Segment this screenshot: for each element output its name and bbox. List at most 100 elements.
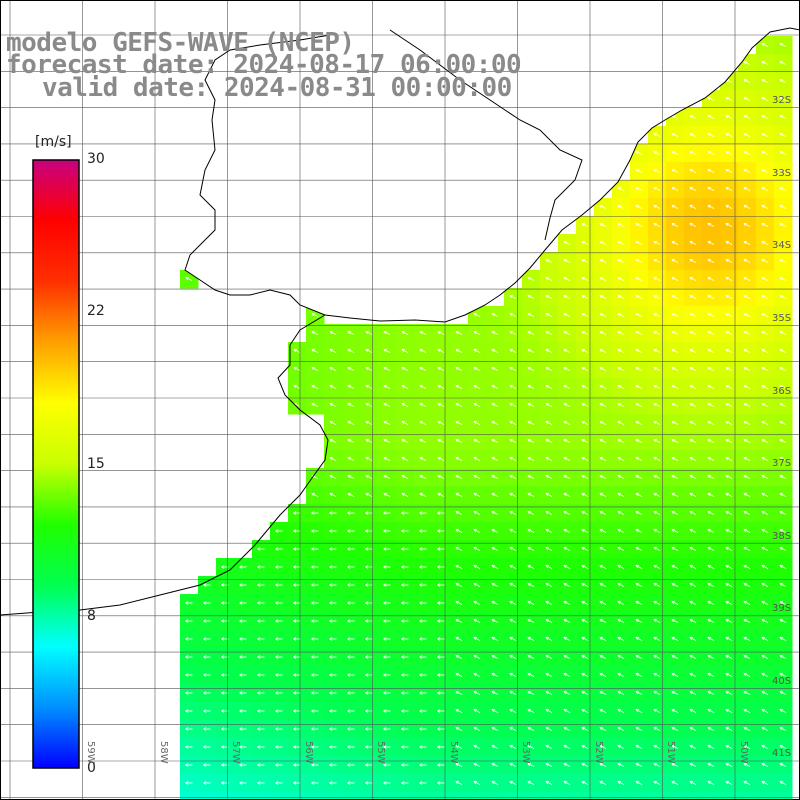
- wind-arrow: [743, 600, 751, 605]
- wind-arrow: [779, 168, 787, 173]
- wind-arrow: [761, 420, 769, 425]
- wind-arrow: [653, 366, 661, 371]
- wind-arrow: [635, 618, 643, 623]
- wind-arrow: [473, 708, 481, 713]
- colorbar: [32, 159, 80, 769]
- wind-arrow: [239, 583, 247, 587]
- wind-arrow: [437, 655, 445, 659]
- wind-arrow: [545, 672, 553, 677]
- wind-speed-cell: [540, 792, 559, 800]
- wind-arrow: [653, 168, 661, 173]
- wind-speed-cell: [720, 792, 739, 800]
- wind-arrow: [581, 708, 589, 713]
- wind-arrow: [689, 420, 697, 425]
- wind-arrow: [491, 312, 499, 317]
- wind-arrow: [725, 474, 733, 479]
- wind-arrow: [437, 384, 445, 389]
- wind-arrow: [761, 690, 769, 695]
- wind-arrow: [509, 636, 517, 641]
- wind-arrow: [473, 690, 481, 695]
- wind-arrow: [635, 582, 643, 587]
- wind-arrow: [257, 709, 265, 713]
- wind-arrow: [779, 402, 787, 407]
- wind-arrow: [311, 655, 319, 659]
- wind-arrow: [743, 258, 751, 263]
- wind-arrow: [689, 654, 697, 659]
- wind-speed-cell: [234, 792, 253, 800]
- wind-arrow: [257, 673, 265, 677]
- wind-arrow: [545, 294, 553, 299]
- wind-arrow: [293, 511, 301, 515]
- wind-arrow: [779, 780, 787, 785]
- wind-arrow: [203, 673, 211, 677]
- wind-arrow: [293, 781, 301, 785]
- wind-arrow: [743, 474, 751, 479]
- wind-arrow: [635, 384, 643, 389]
- wind-arrow: [725, 492, 733, 497]
- wind-arrow: [599, 744, 607, 749]
- wind-arrow: [653, 204, 661, 209]
- wind-arrow: [617, 420, 625, 425]
- wind-arrow: [491, 438, 499, 443]
- wind-arrow: [293, 763, 301, 767]
- wind-arrow: [545, 546, 553, 551]
- wind-arrow: [239, 601, 247, 605]
- wind-arrow: [707, 132, 715, 137]
- wind-arrow: [293, 384, 301, 389]
- wind-arrow: [491, 780, 499, 785]
- wind-arrow: [689, 618, 697, 623]
- wind-speed-cell: [288, 792, 307, 800]
- wind-arrow: [275, 655, 283, 659]
- wind-arrow: [347, 456, 355, 461]
- wind-arrow: [455, 420, 463, 425]
- wind-arrow: [473, 348, 481, 353]
- wind-arrow: [707, 618, 715, 623]
- wind-arrow: [491, 762, 499, 767]
- wind-arrow: [599, 456, 607, 461]
- wind-arrow: [563, 600, 571, 605]
- wind-arrow: [617, 402, 625, 407]
- wind-arrow: [563, 384, 571, 389]
- wind-arrow: [581, 276, 589, 281]
- wind-speed-cell: [684, 792, 703, 800]
- wind-arrow: [635, 564, 643, 569]
- lat-label-40s: 40S: [772, 676, 792, 687]
- lon-label-58w: 58W: [158, 741, 169, 764]
- wind-arrow: [563, 564, 571, 569]
- wind-arrow: [473, 564, 481, 569]
- wind-arrow: [419, 637, 427, 641]
- wind-arrow: [185, 745, 193, 749]
- wind-arrow: [383, 763, 391, 767]
- wind-arrow: [527, 420, 535, 425]
- wind-arrow: [761, 222, 769, 227]
- wind-arrow: [419, 655, 427, 659]
- wind-arrow: [779, 384, 787, 389]
- wind-arrow: [365, 583, 373, 587]
- wind-arrow: [563, 636, 571, 641]
- wind-arrow: [383, 547, 391, 551]
- wind-arrow: [599, 708, 607, 713]
- wind-arrow: [743, 96, 751, 101]
- coastline-atlantic: [324, 27, 800, 323]
- wind-arrow: [401, 709, 409, 713]
- wind-arrow: [401, 348, 409, 353]
- wind-arrow: [671, 528, 679, 533]
- wind-arrow: [239, 763, 247, 767]
- wind-arrow: [635, 780, 643, 785]
- wind-arrow: [293, 655, 301, 659]
- wind-arrow: [689, 456, 697, 461]
- wind-arrow: [743, 456, 751, 461]
- wind-arrow: [545, 636, 553, 641]
- wind-arrow: [527, 654, 535, 659]
- wind-arrow: [473, 438, 481, 443]
- wind-arrow: [293, 565, 301, 569]
- wind-arrow: [689, 240, 697, 245]
- wind-arrow: [581, 474, 589, 479]
- wind-arrow: [599, 600, 607, 605]
- wind-arrow: [563, 672, 571, 677]
- lon-label-57w: 57W: [230, 741, 241, 764]
- wind-arrow: [491, 366, 499, 371]
- wind-arrow: [275, 583, 283, 587]
- wind-arrow: [365, 637, 373, 641]
